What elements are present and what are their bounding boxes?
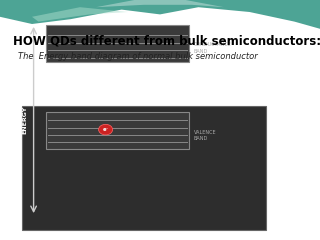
Polygon shape (32, 7, 128, 22)
Text: The  Energy band diagram of normal bulk semiconductor: The Energy band diagram of normal bulk s… (18, 52, 257, 60)
Text: ENERGY: ENERGY (22, 106, 28, 134)
Text: HOW QDs different from bulk semiconductors:: HOW QDs different from bulk semiconducto… (13, 35, 320, 48)
Text: CONDUCTANCE
BAND: CONDUCTANCE BAND (194, 42, 231, 54)
Text: BAND
GAP: BAND GAP (280, 94, 316, 115)
Circle shape (99, 124, 113, 135)
Bar (46, 112, 189, 149)
Bar (46, 25, 189, 62)
Text: VALENCE
BAND: VALENCE BAND (194, 130, 216, 141)
Text: e⁻: e⁻ (102, 127, 109, 132)
Polygon shape (96, 0, 224, 7)
Polygon shape (0, 0, 320, 29)
Bar (22, 106, 266, 230)
